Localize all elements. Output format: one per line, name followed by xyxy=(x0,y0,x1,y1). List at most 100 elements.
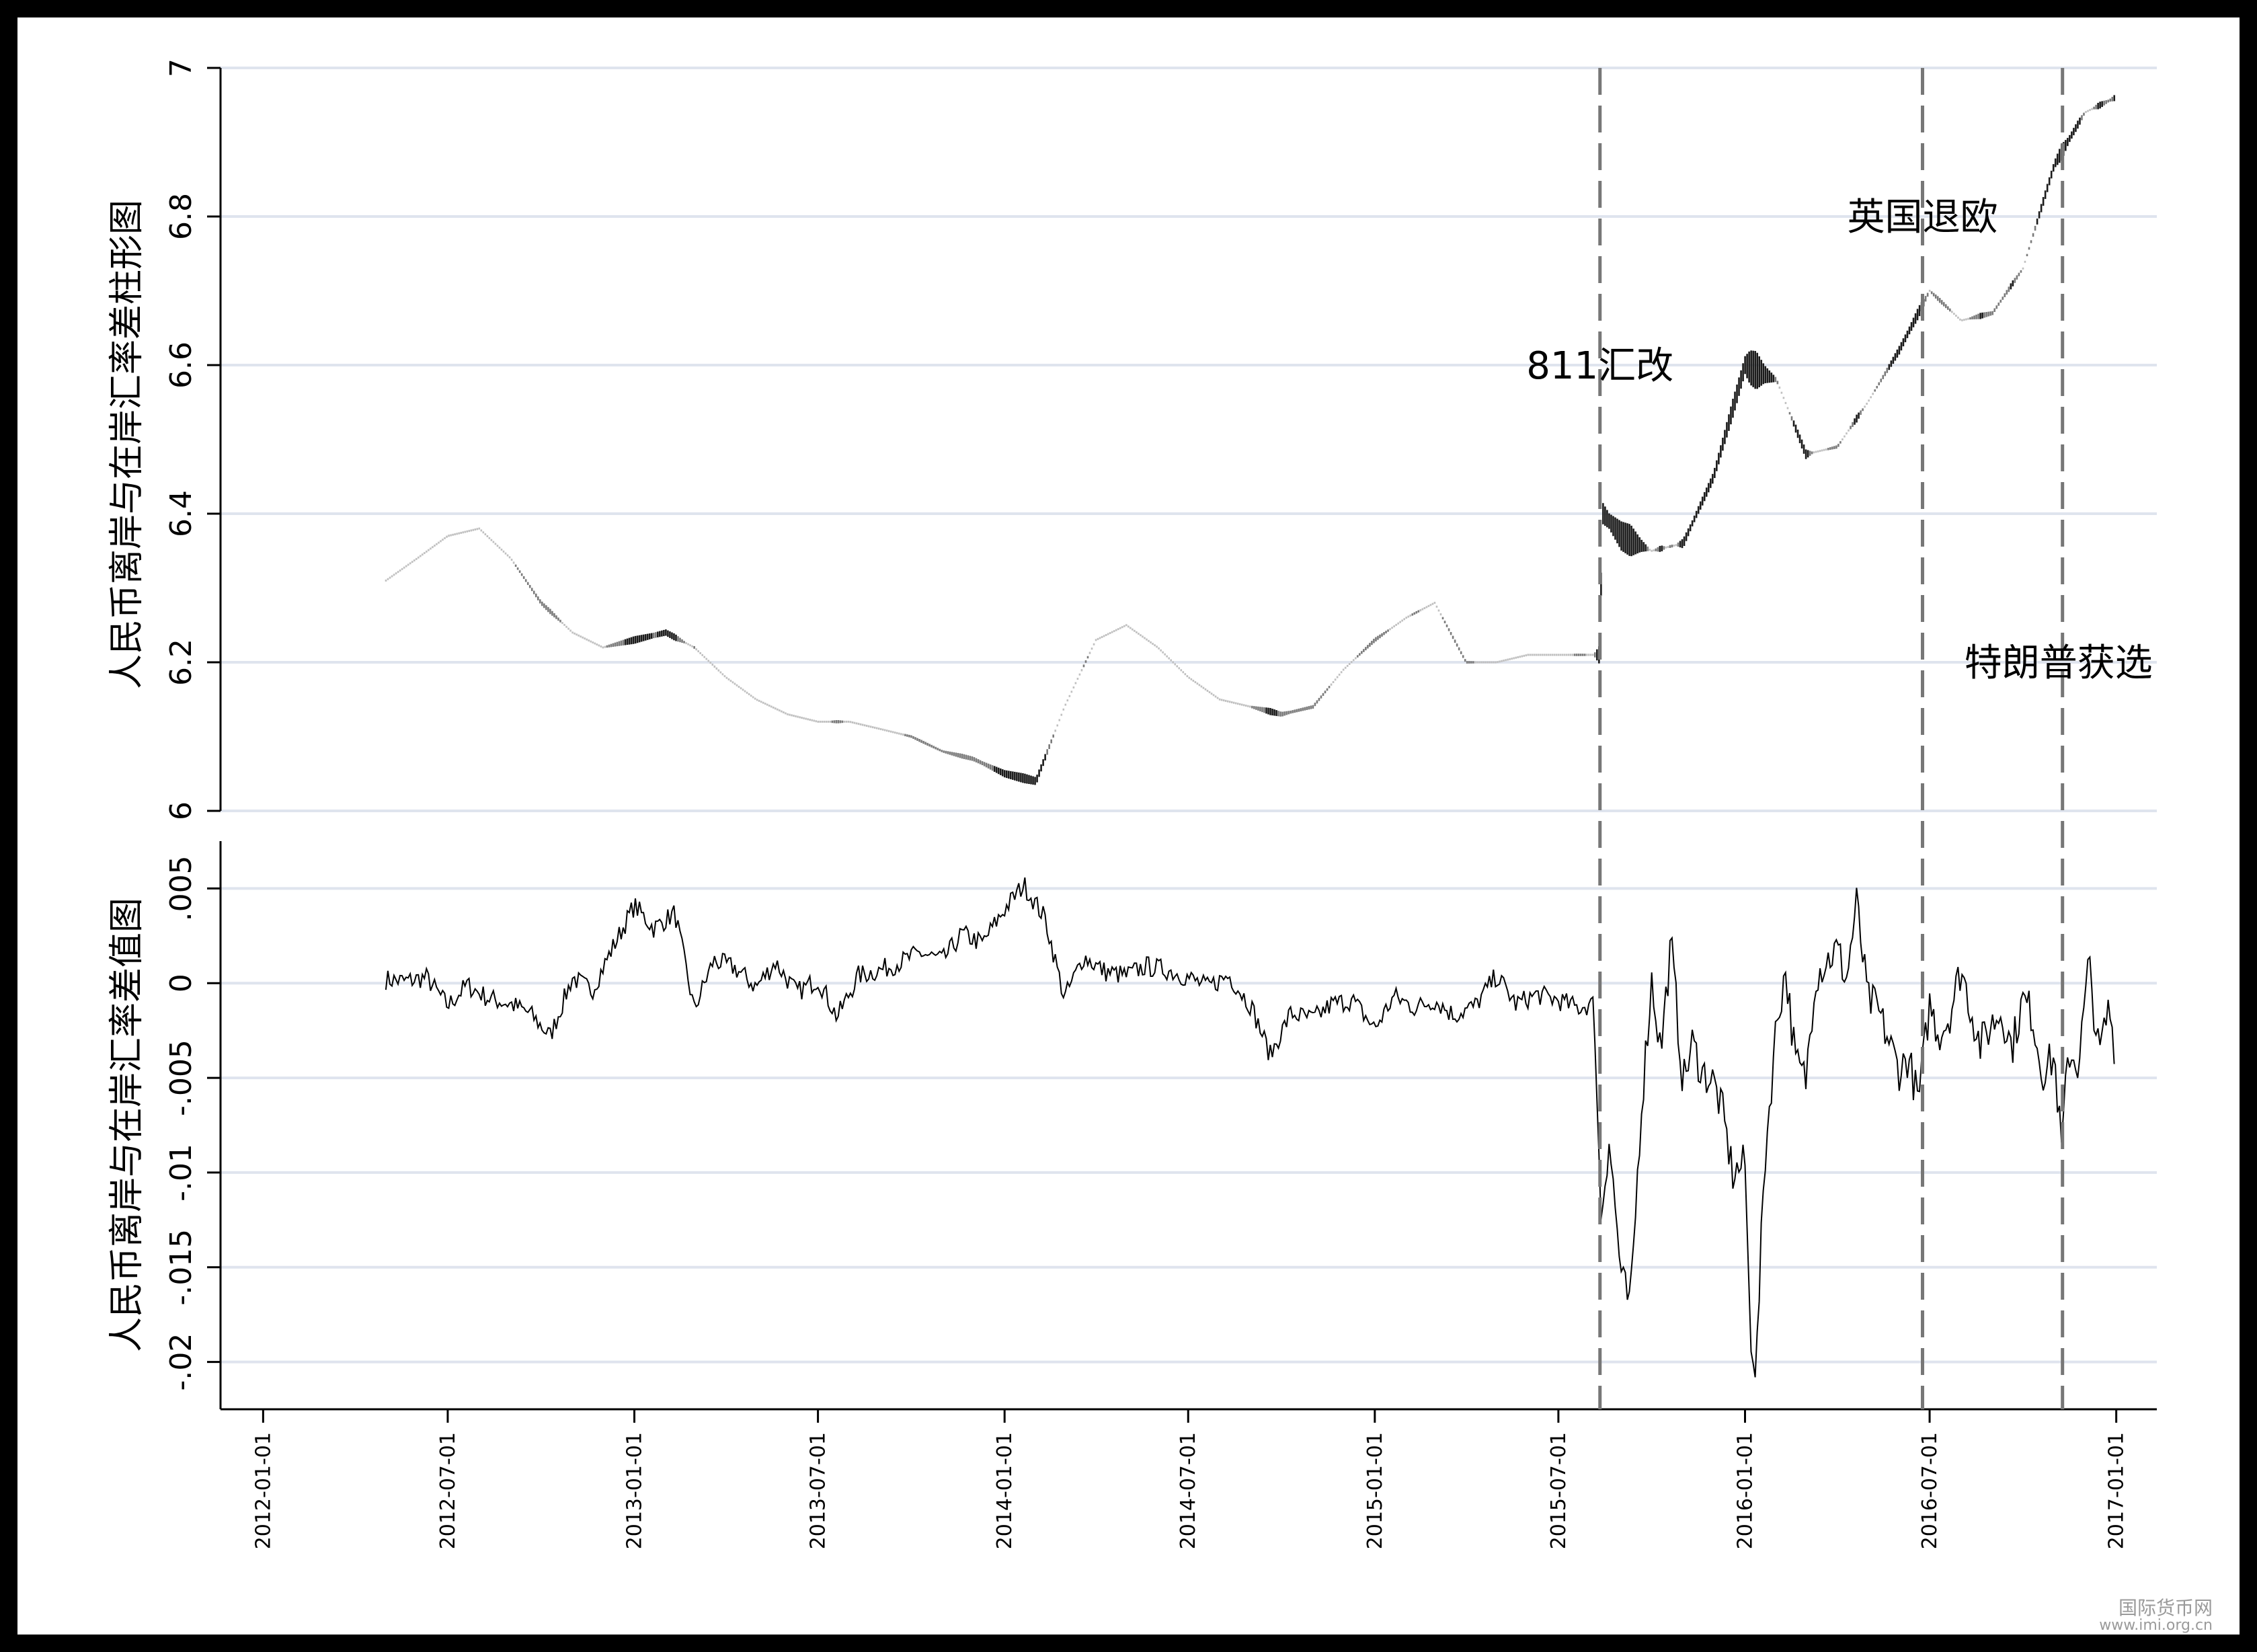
spread-bar xyxy=(768,705,770,707)
spread-bar xyxy=(1184,673,1187,676)
spread-bar xyxy=(1699,501,1702,510)
spread-bar xyxy=(1718,453,1720,465)
spread-bar xyxy=(1452,635,1454,639)
spread-bar xyxy=(983,762,986,766)
spread-bar xyxy=(1446,624,1448,627)
spread-bar xyxy=(1803,444,1805,454)
spread-bar xyxy=(1146,638,1148,641)
spread-bar xyxy=(1078,673,1081,676)
spread-bar xyxy=(1369,643,1371,647)
spread-bar xyxy=(1226,700,1229,703)
spread-bar xyxy=(2107,100,2109,103)
spread-bar xyxy=(1320,695,1322,699)
spread-bar xyxy=(1583,654,1586,656)
spread-bar xyxy=(685,642,687,645)
spread-bar xyxy=(1898,346,1901,355)
spread-bar xyxy=(1805,449,1807,459)
spread-bar xyxy=(1604,506,1606,526)
spread-bar xyxy=(1166,655,1168,658)
spread-bar xyxy=(1940,300,1943,305)
spread-bar xyxy=(1535,654,1538,656)
spread-bar xyxy=(1249,705,1251,708)
spread-bar xyxy=(1864,405,1866,408)
spread-bar xyxy=(2050,170,2053,179)
spread-bar xyxy=(705,658,708,660)
spread-bar xyxy=(1365,647,1367,651)
spread-bar xyxy=(1056,724,1059,727)
spread-bar xyxy=(1608,513,1610,529)
spread-bar xyxy=(1632,528,1634,555)
spread-bar xyxy=(1782,397,1785,399)
spread-bar xyxy=(1115,629,1117,631)
spread-bar xyxy=(795,715,797,717)
spread-bar xyxy=(1415,611,1418,614)
figure: 6 6.2 6.4 6.6 6.8 7 人民币离岸与在岸汇率差柱形图 -.02 -.015-… xyxy=(17,17,2240,1635)
spread-bar xyxy=(1180,669,1183,672)
spread-bar xyxy=(1932,292,1935,297)
spread-bar xyxy=(1947,306,1949,310)
spread-bar xyxy=(385,579,387,582)
spread-bar xyxy=(2097,102,2099,110)
chart: 66.26.46.66.87 人民币离岸与在岸汇率差柱形图 -.02-.015-… xyxy=(107,58,2157,1549)
spread-bar xyxy=(1158,647,1160,650)
spread-bar xyxy=(1484,661,1487,664)
spread-bar xyxy=(1048,744,1050,750)
spread-bar xyxy=(2058,149,2061,163)
spread-bar xyxy=(1001,769,1004,777)
spread-bar xyxy=(1573,654,1576,656)
spread-bar xyxy=(1273,709,1275,716)
spread-bar xyxy=(2085,111,2087,114)
spread-bar xyxy=(873,726,876,729)
spread-bar xyxy=(1653,549,1655,552)
spread-bar xyxy=(1732,399,1734,418)
spread-bar xyxy=(1154,644,1156,647)
spread-bar xyxy=(1746,354,1748,379)
spread-bar xyxy=(2111,97,2114,102)
spread-bar xyxy=(1238,703,1241,705)
spread-bar xyxy=(937,748,939,750)
spread-bar xyxy=(1411,613,1414,616)
spread-bar xyxy=(995,766,998,773)
spread-bar xyxy=(1979,313,1981,319)
spread-bar xyxy=(1585,654,1588,656)
spread-bar xyxy=(614,642,617,647)
spread-bar xyxy=(1138,633,1140,635)
spread-bar xyxy=(1750,350,1752,386)
event-label: 811汇改 xyxy=(1526,344,1673,388)
spread-bar xyxy=(906,734,908,737)
spread-bar xyxy=(1969,317,1971,320)
spread-bar xyxy=(955,752,957,757)
spread-bar xyxy=(488,537,491,539)
spread-bar xyxy=(1938,298,1941,303)
spread-bar xyxy=(1377,635,1379,640)
spread-bar xyxy=(1142,635,1144,638)
spread-bar xyxy=(563,623,565,626)
spread-bar xyxy=(1880,379,1883,383)
spread-bar xyxy=(1448,628,1450,631)
spread-bar xyxy=(1014,771,1016,781)
spread-bar xyxy=(681,639,683,643)
spread-bar xyxy=(652,633,655,639)
spread-bar xyxy=(1208,691,1211,694)
spread-bar xyxy=(636,635,639,643)
spread-bar xyxy=(949,751,951,755)
spread-bar xyxy=(797,715,799,718)
spread-bar xyxy=(1443,621,1446,623)
spread-bar xyxy=(916,738,918,741)
spread-bar xyxy=(823,720,826,723)
spread-bar xyxy=(518,570,521,574)
spread-bar xyxy=(1610,514,1612,533)
spread-bar xyxy=(1581,654,1584,656)
x-tick-label: 2013-01-01 xyxy=(623,1432,647,1549)
spread-bar xyxy=(543,603,545,608)
spread-bar xyxy=(809,718,811,721)
top-panel-bar-chart: 6 6.2 6.4 6.6 6.8 7 人民币离岸与在岸汇率差柱形图 xyxy=(107,58,2157,820)
spread-bar xyxy=(1470,661,1472,664)
spread-bar xyxy=(1999,299,2002,303)
spread-bar xyxy=(1066,699,1069,702)
spread-bar xyxy=(576,633,578,636)
spread-bar xyxy=(2109,98,2112,102)
spread-bar xyxy=(2028,247,2030,250)
spread-bar xyxy=(1084,660,1087,663)
spread-bar xyxy=(1435,605,1438,608)
